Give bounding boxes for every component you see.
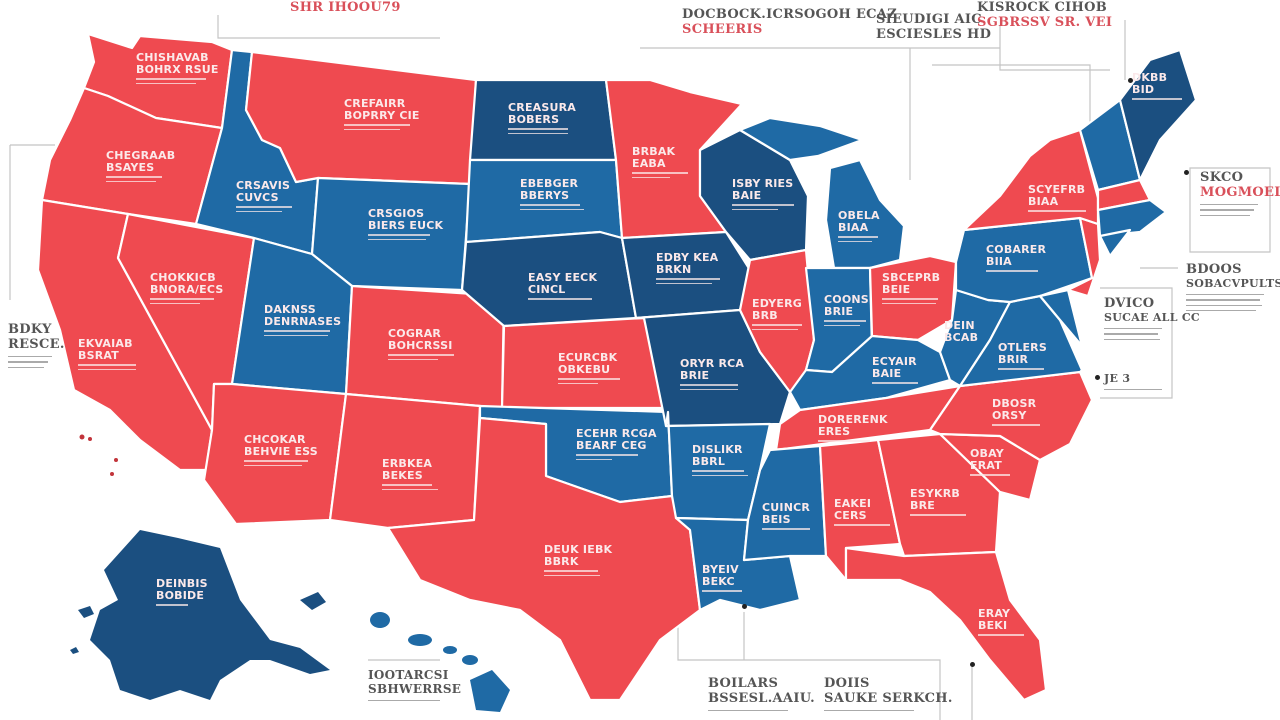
leader-dot (970, 662, 975, 667)
text-line (8, 366, 44, 368)
text-line (1200, 204, 1258, 206)
text-line (1200, 209, 1254, 211)
text-line (1186, 294, 1264, 296)
callout-title: BOILARS (708, 676, 779, 691)
state-tx[interactable] (386, 416, 702, 702)
callout-subtitle: RESCE. (8, 337, 65, 352)
text-line (1104, 389, 1162, 391)
callout-title: JE 3 (1104, 372, 1131, 385)
callout-top-right: KISROCK CIHOB SGBRSSV SR. VEI (977, 0, 1112, 30)
callout-subtitle: SUCAE ALL CC (1104, 311, 1200, 324)
leader-dot (1128, 78, 1133, 83)
leader-dot (1095, 375, 1100, 380)
text-line (1200, 214, 1250, 216)
callout-right-ma: SKCO MOGMOELR (1200, 170, 1280, 216)
text-line (8, 356, 52, 358)
callout-subtitle: SOBACVPULTS (1186, 277, 1280, 290)
callout-bottom-fl: DOIIS SAUKE SERKCH. (824, 676, 953, 712)
state-fl[interactable] (844, 546, 1048, 702)
callout-right-va: JE 3 (1104, 372, 1162, 391)
channel-islands (79, 434, 118, 476)
callout-subtitle: SAUKE SERKCH. (824, 691, 953, 706)
callout-top-center-right: SIEUDIGI AIC ESCIESLES HD (876, 12, 991, 42)
callout-title: IOOTARCSI (368, 668, 449, 682)
text-line (8, 361, 48, 363)
callout-top-center: DOCBOCK.ICRSOGOH ECAZ SCHEERIS (682, 7, 897, 37)
callout-subtitle: ESCIESLES HD (876, 27, 992, 42)
leader-lines (9, 15, 1271, 720)
callout-title: DVICO (1104, 296, 1155, 311)
state-oh[interactable] (868, 254, 958, 342)
callout-title: SHR IHOOU79 (290, 0, 401, 15)
state-nd[interactable] (468, 78, 618, 162)
callout-top-left: SHR IHOOU79 (290, 0, 401, 15)
state-hi[interactable] (370, 612, 510, 712)
state-nm[interactable] (328, 392, 482, 530)
callout-title: SKCO (1200, 170, 1244, 185)
callout-title: KISROCK CIHOB (977, 0, 1107, 15)
callout-subtitle: SBHWERRSE (368, 682, 462, 696)
state-ny[interactable] (962, 128, 1100, 232)
state-de[interactable] (1098, 228, 1132, 258)
text-line (824, 710, 914, 712)
callout-subtitle: BSSESL.AAIU. (708, 691, 815, 706)
callout-right-nj: BDOOS SOBACVPULTS (1186, 262, 1280, 312)
callout-title: BDKY (8, 322, 52, 337)
state-or[interactable] (40, 86, 224, 226)
state-ks[interactable] (500, 316, 668, 410)
state-ia[interactable] (620, 230, 752, 320)
state-wy[interactable] (310, 176, 472, 292)
state-mi-up[interactable] (738, 116, 864, 162)
state-ak[interactable] (90, 530, 330, 700)
callout-right-md: DVICO SUCAE ALL CC (1104, 296, 1200, 340)
callout-title: BDOOS (1186, 262, 1242, 277)
state-md[interactable] (1038, 288, 1084, 348)
leader-dot (742, 604, 747, 609)
state-ct-ri[interactable] (1096, 198, 1168, 238)
callout-subtitle: SCHEERIS (682, 22, 763, 37)
state-sd[interactable] (464, 158, 624, 244)
callout-title: DOIIS (824, 676, 870, 691)
leader-dot (1184, 170, 1189, 175)
text-line (1186, 309, 1256, 312)
text-line (1186, 304, 1262, 306)
text-line (708, 710, 788, 712)
callout-bottom-hi: IOOTARCSI SBHWERRSE (368, 668, 462, 702)
callout-subtitle: SGBRSSV SR. VEI (977, 15, 1113, 30)
state-ne[interactable] (460, 230, 638, 328)
callout-left-ca: BDKY RESCE. (8, 322, 65, 368)
text-line (1104, 333, 1158, 335)
state-az[interactable] (202, 382, 348, 526)
text-line (1104, 328, 1162, 330)
callout-bottom-la: BOILARS BSSESL.AAIU. (708, 676, 815, 712)
state-mi[interactable] (824, 158, 906, 270)
text-line (1104, 338, 1160, 340)
callout-title: DOCBOCK.ICRSOGOH ECAZ (682, 7, 897, 22)
callout-subtitle: MOGMOELR (1200, 185, 1280, 200)
text-line (1186, 299, 1260, 301)
callout-title: SIEUDIGI AIC (876, 12, 982, 27)
text-line (368, 700, 440, 702)
